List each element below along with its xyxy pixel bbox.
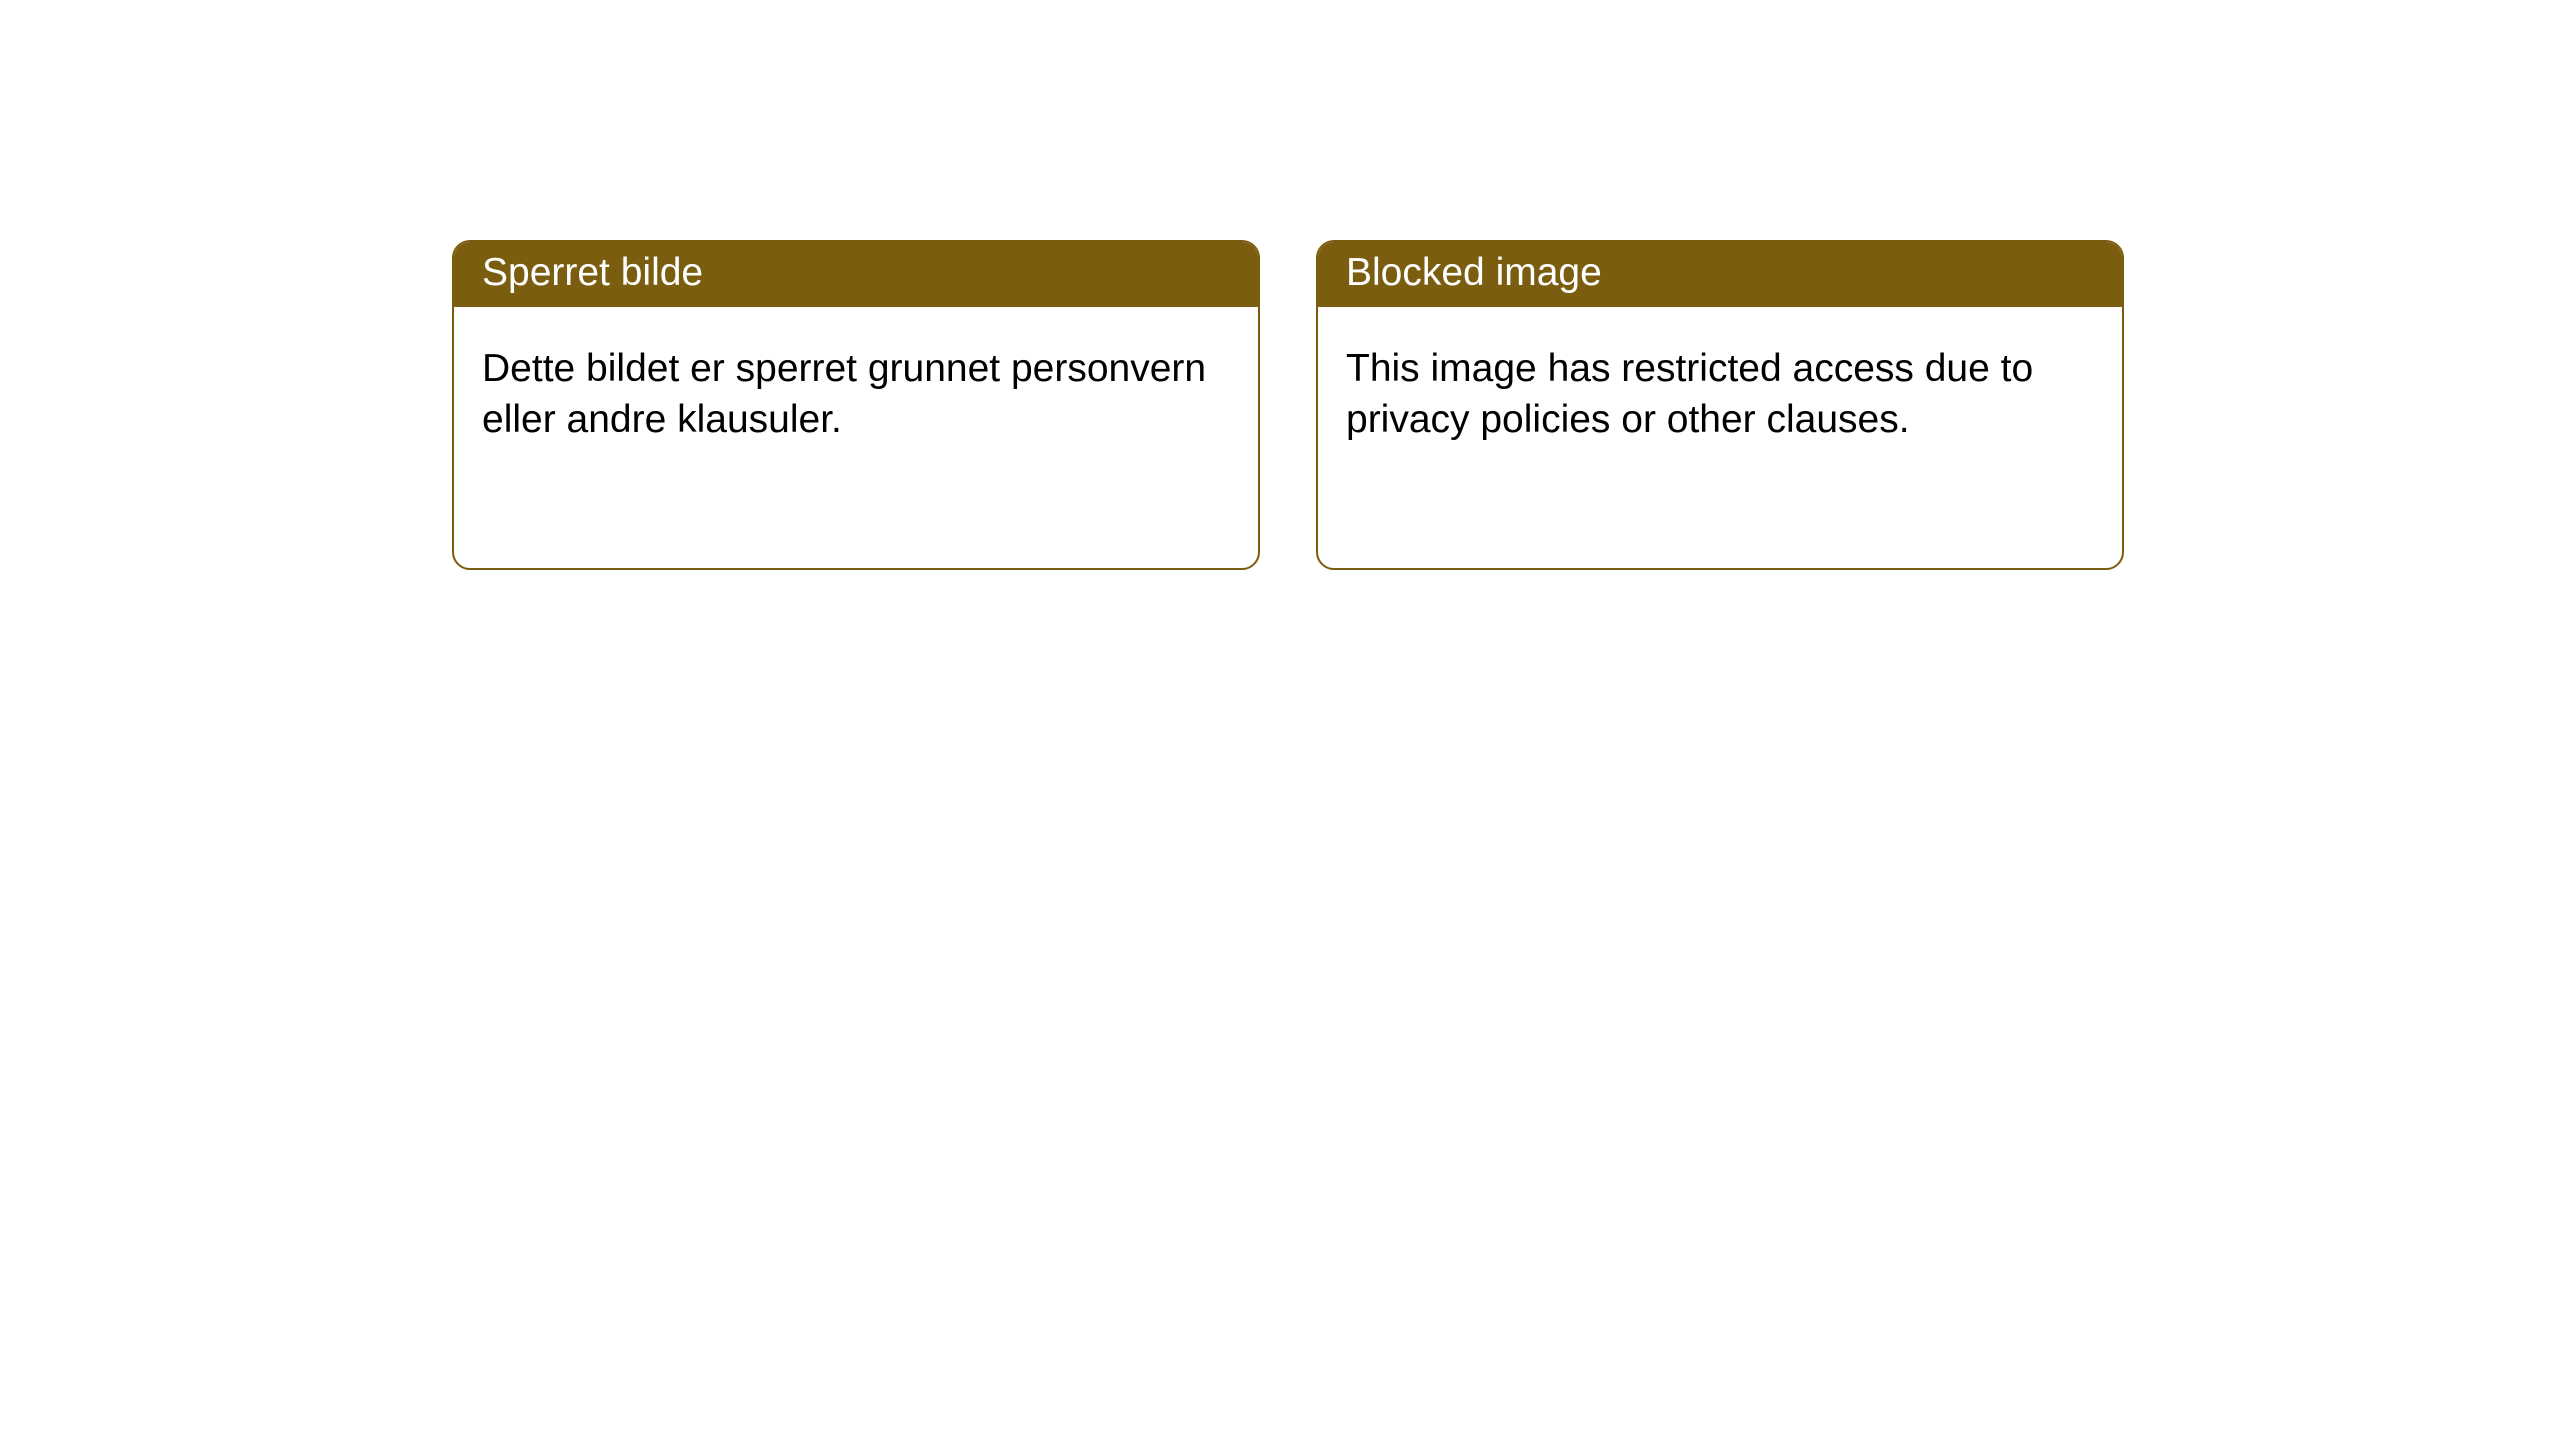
notice-card-norwegian: Sperret bilde Dette bildet er sperret gr… [452, 240, 1260, 570]
notice-card-english: Blocked image This image has restricted … [1316, 240, 2124, 570]
notice-title: Blocked image [1346, 251, 1602, 294]
notice-title: Sperret bilde [482, 251, 703, 294]
notice-card-header: Blocked image [1318, 242, 2122, 307]
notice-card-header: Sperret bilde [454, 242, 1258, 307]
notice-card-body: Dette bildet er sperret grunnet personve… [454, 307, 1258, 482]
notice-body-text: Dette bildet er sperret grunnet personve… [482, 347, 1206, 441]
notice-body-text: This image has restricted access due to … [1346, 347, 2033, 441]
notice-container: Sperret bilde Dette bildet er sperret gr… [0, 0, 2560, 570]
notice-card-body: This image has restricted access due to … [1318, 307, 2122, 482]
